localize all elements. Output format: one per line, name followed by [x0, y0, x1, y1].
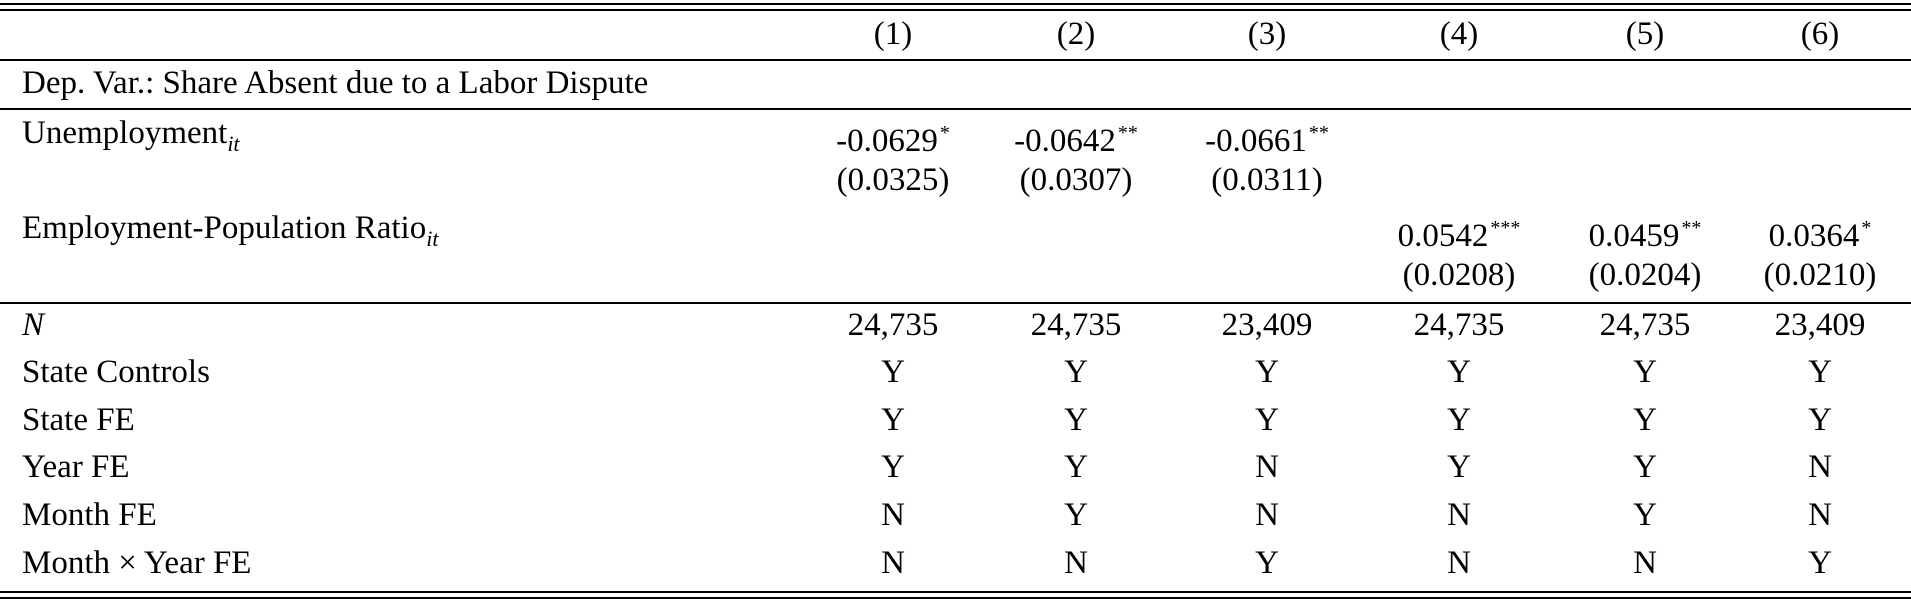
se-cell: (0.0208)	[1402, 257, 1516, 293]
indicator-cell: N	[1447, 497, 1471, 533]
coef-cell: 0.0542 ***	[1397, 217, 1521, 254]
se-cell: (0.0210)	[1763, 257, 1877, 293]
indicator-cell: Y	[1064, 354, 1088, 390]
indicator-label: State Controls	[22, 354, 210, 390]
indicator-row-year-fe: Year FE Y Y N Y Y N	[0, 444, 1911, 491]
coef-cell: -0.0642 **	[1014, 122, 1138, 159]
coef-cell	[803, 205, 983, 252]
coef-cell	[1177, 205, 1357, 252]
n-cell: 24,735	[1413, 307, 1505, 343]
column-header: (5)	[1625, 16, 1665, 52]
n-cell: 23,409	[1774, 307, 1866, 343]
indicator-cell: Y	[881, 402, 905, 438]
n-row: N 24,735 24,735 23,409 24,735 24,735 23,…	[0, 302, 1911, 349]
dep-var-row: Dep. Var.: Share Absent due to a Labor D…	[0, 60, 1911, 107]
indicator-cell: Y	[1633, 497, 1657, 533]
indicator-cell: N	[881, 497, 905, 533]
indicator-cell: Y	[1447, 354, 1471, 390]
coef-cell: 0.0459 **	[1588, 217, 1702, 254]
indicator-cell: Y	[1255, 545, 1279, 581]
se-cell	[986, 252, 1166, 299]
indicator-cell: Y	[1064, 497, 1088, 533]
column-header: (1)	[873, 16, 913, 52]
se-cell	[1369, 157, 1549, 204]
indicator-cell: Y	[1255, 402, 1279, 438]
indicator-cell: N	[1808, 497, 1832, 533]
header-rule	[0, 59, 1911, 61]
coef-cell	[1369, 110, 1549, 157]
indicator-cell: Y	[1447, 402, 1471, 438]
top-rule-inner	[0, 9, 1911, 11]
se-cell	[1555, 157, 1735, 204]
column-header: (3)	[1247, 16, 1287, 52]
indicator-row-state-controls: State Controls Y Y Y Y Y Y	[0, 349, 1911, 396]
indicator-cell: Y	[881, 354, 905, 390]
indicator-cell: Y	[1808, 354, 1832, 390]
indicator-cell: N	[1808, 449, 1832, 485]
indicator-row-month-fe: Month FE N Y N N Y N	[0, 492, 1911, 539]
indicator-cell: Y	[1808, 545, 1832, 581]
indicator-cell: N	[1255, 449, 1279, 485]
indicator-cell: Y	[1064, 449, 1088, 485]
indicator-row-month-year-fe: Month × Year FE N N Y N N Y	[0, 540, 1911, 587]
coef-cell: -0.0661 **	[1205, 122, 1329, 159]
dep-var-rule	[0, 108, 1911, 110]
se-cell	[1730, 157, 1910, 204]
indicator-cell: Y	[1633, 402, 1657, 438]
indicator-label: Month × Year FE	[22, 545, 252, 581]
epop-label: Employment-Population Ratioit	[22, 210, 439, 251]
indicator-cell: N	[1255, 497, 1279, 533]
se-cell: (0.0311)	[1211, 162, 1323, 198]
unemployment-coef-row: Unemploymentit -0.0629 * -0.0642 ** -0.066…	[0, 110, 1911, 159]
coef-cell: -0.0629 *	[836, 122, 950, 159]
bottom-rule	[0, 597, 1911, 599]
indicator-cell: N	[1633, 545, 1657, 581]
indicator-cell: Y	[1447, 449, 1471, 485]
n-cell: 23,409	[1221, 307, 1313, 343]
coef-cell: 0.0364 *	[1768, 217, 1872, 254]
indicator-cell: Y	[1255, 354, 1279, 390]
n-cell: 24,735	[1599, 307, 1691, 343]
body-rule	[0, 302, 1911, 304]
coef-cell	[986, 205, 1166, 252]
indicator-cell: N	[1447, 545, 1471, 581]
top-rule	[0, 3, 1911, 5]
indicator-cell: Y	[1064, 402, 1088, 438]
indicator-cell: Y	[881, 449, 905, 485]
se-cell	[1177, 252, 1357, 299]
column-header: (4)	[1439, 16, 1479, 52]
se-cell: (0.0307)	[1019, 162, 1133, 198]
se-cell: (0.0325)	[836, 162, 950, 198]
epop-se-row: (0.0208) (0.0204) (0.0210)	[0, 252, 1911, 299]
indicator-label: Year FE	[22, 449, 130, 485]
se-cell: (0.0204)	[1588, 257, 1702, 293]
coef-cell	[1555, 110, 1735, 157]
indicator-cell: Y	[1808, 402, 1832, 438]
se-cell	[803, 252, 983, 299]
indicator-label: Month FE	[22, 497, 157, 533]
dep-var-label: Dep. Var.: Share Absent due to a Labor D…	[22, 65, 649, 101]
column-header: (2)	[1056, 16, 1096, 52]
bottom-rule-inner	[0, 591, 1911, 593]
coef-cell	[1730, 110, 1910, 157]
indicator-row-state-fe: State FE Y Y Y Y Y Y	[0, 397, 1911, 444]
unemployment-label: Unemploymentit	[22, 115, 240, 156]
indicator-label: State FE	[22, 402, 135, 438]
unemployment-se-row: (0.0325) (0.0307) (0.0311)	[0, 157, 1911, 204]
header-row: (1) (2) (3) (4) (5) (6)	[0, 11, 1911, 58]
n-label: N	[22, 307, 45, 343]
indicator-cell: Y	[1633, 354, 1657, 390]
indicator-cell: Y	[1633, 449, 1657, 485]
epop-coef-row: Employment-Population Ratioit 0.0542 *** …	[0, 205, 1911, 254]
n-cell: 24,735	[1030, 307, 1122, 343]
indicator-cell: N	[1064, 545, 1088, 581]
indicator-cell: N	[881, 545, 905, 581]
n-cell: 24,735	[847, 307, 939, 343]
column-header: (6)	[1800, 16, 1840, 52]
